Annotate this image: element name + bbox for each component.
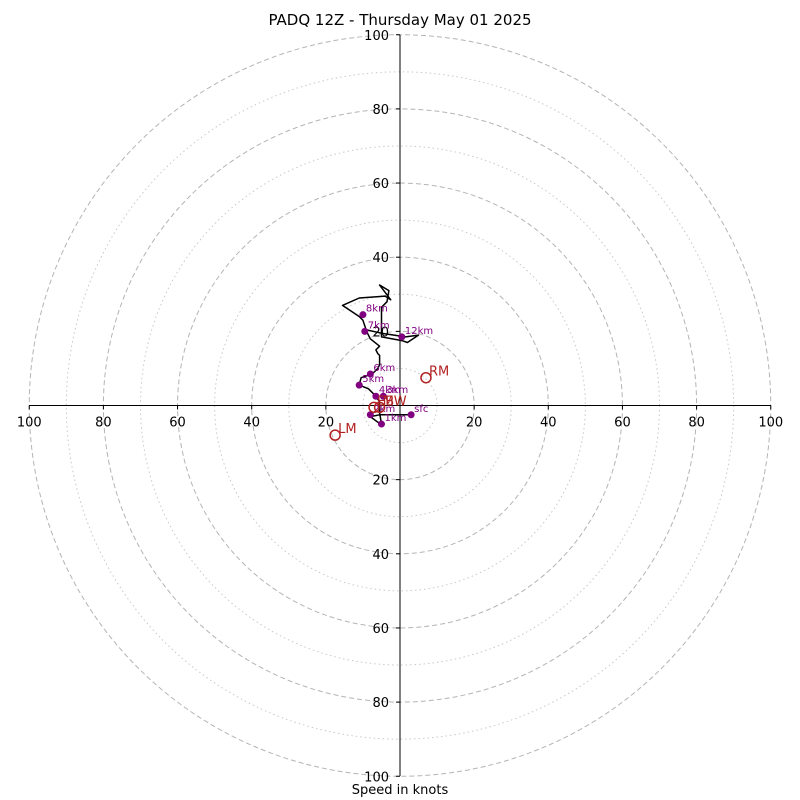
height-marker-2km bbox=[366, 411, 374, 419]
y-tick-label: 100 bbox=[364, 770, 389, 785]
storm-label-EB: EB bbox=[377, 394, 394, 409]
x-tick-label: 60 bbox=[614, 416, 631, 431]
tick-labels: 100 80 60 40 20 20 40 60 80 100100806040202040608… bbox=[17, 29, 783, 786]
x-tick-label: 60 bbox=[169, 416, 186, 431]
height-marker-7km bbox=[361, 327, 369, 335]
height-marker-4km bbox=[372, 392, 380, 400]
height-marker-5km bbox=[355, 381, 363, 389]
height-label-12km: 12km bbox=[405, 326, 433, 337]
x-axis-label: Speed in knots bbox=[351, 783, 449, 798]
height-marker-3km bbox=[379, 392, 387, 400]
y-tick-label: 80 bbox=[372, 103, 389, 118]
y-tick-label: 40 bbox=[372, 548, 389, 563]
storm-label-MW: MW bbox=[383, 394, 407, 409]
y-tick-label: 40 bbox=[372, 251, 389, 266]
y-tick-label: 60 bbox=[372, 177, 389, 192]
chart-title: PADQ 12Z - Thursday May 01 2025 bbox=[268, 11, 532, 29]
height-label-4km: 4km bbox=[379, 385, 401, 396]
height-label-7km: 7km bbox=[368, 320, 390, 331]
storm-marker-RM bbox=[420, 371, 432, 384]
y-tick-label: 80 bbox=[372, 696, 389, 711]
height-marker-6km bbox=[366, 370, 374, 378]
x-tick-label: 100 bbox=[758, 416, 783, 431]
y-tick-label: 100 bbox=[364, 29, 389, 44]
storm-label-LM: LM bbox=[338, 422, 356, 437]
height-marker-1km bbox=[377, 420, 385, 428]
x-tick-label: 100 bbox=[17, 416, 42, 431]
height-label-6km: 6km bbox=[373, 363, 395, 374]
x-tick-label: 80 bbox=[95, 416, 112, 431]
height-label-3km: 3km bbox=[386, 385, 408, 396]
hodograph-trace bbox=[341, 284, 420, 425]
height-marker-12km bbox=[398, 333, 406, 341]
storm-marker-LM bbox=[329, 429, 341, 441]
x-tick-label: 20 bbox=[466, 416, 483, 431]
height-label-8km: 8km bbox=[366, 304, 388, 315]
height-marker-8km bbox=[359, 311, 367, 319]
storm-label-RM: RM bbox=[429, 365, 449, 380]
storm-marker-EB bbox=[368, 401, 380, 414]
x-tick-label: 80 bbox=[688, 416, 705, 431]
x-tick-label: 40 bbox=[540, 416, 557, 431]
axes bbox=[29, 35, 771, 776]
height-marker-sfc bbox=[407, 411, 415, 419]
x-tick-label: 20 bbox=[318, 416, 335, 431]
storm-marker-MW bbox=[373, 401, 386, 414]
height-label-1km: 1km bbox=[384, 413, 406, 424]
hodograph-line bbox=[341, 284, 420, 425]
y-tick-label: 20 bbox=[372, 474, 389, 489]
y-tick-label: 60 bbox=[372, 622, 389, 637]
height-label-5km: 5km bbox=[362, 374, 384, 385]
height-label-sfc: sfc bbox=[414, 404, 428, 415]
x-tick-label: 40 bbox=[243, 416, 260, 431]
